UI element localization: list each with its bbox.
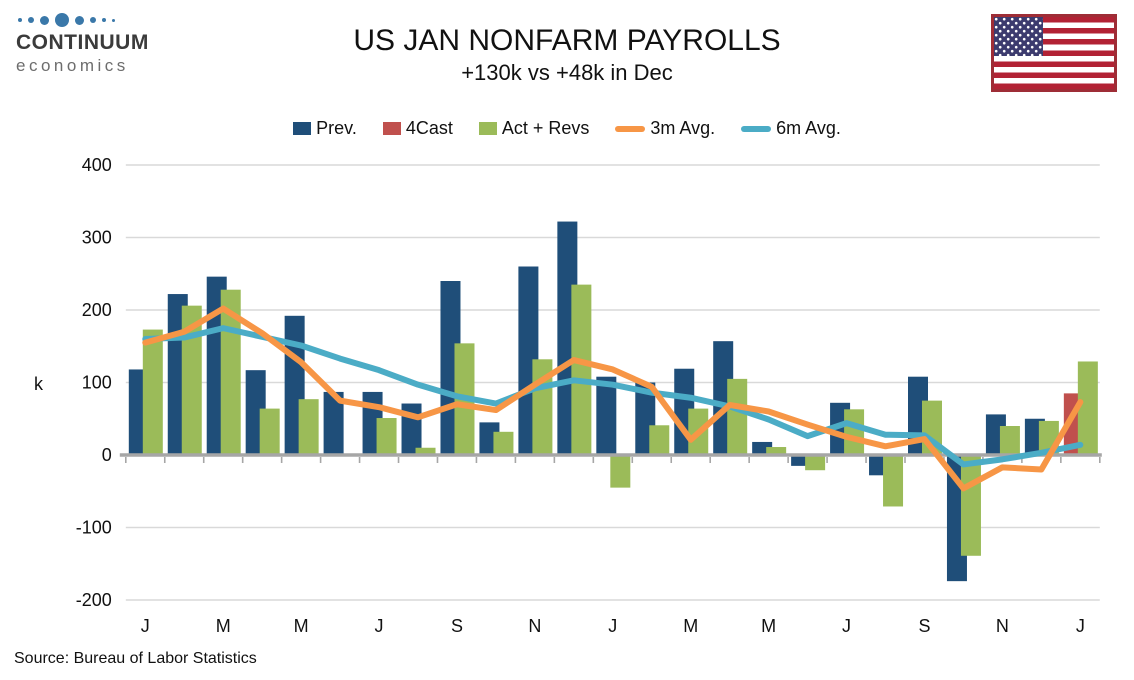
legend-item-act-revs: Act + Revs [478,118,590,139]
svg-text:J: J [375,616,384,636]
act-revs-swatch-icon [478,122,497,135]
payrolls-chart: 400 300 200 100 0 -100 -200 J M M J S N J M M J S N J [0,150,1134,650]
svg-text:100: 100 [82,373,112,393]
us-flag-canton [994,17,1043,56]
page-title: US JAN NONFARM PAYROLLS [353,24,781,57]
3m-avg-line-icon [615,125,646,132]
legend-label: Prev. [316,118,357,138]
svg-text:400: 400 [82,155,112,175]
y-axis-unit-label: k [34,374,43,394]
legend-item-prev: Prev. [293,118,357,139]
legend-label: 3m Avg. [650,118,716,138]
legend-label: Act + Revs [501,118,590,138]
svg-text:M: M [761,616,776,636]
svg-text:J: J [842,616,851,636]
svg-text:0: 0 [102,445,112,465]
page-subtitle: +130k vs +48k in Dec [461,60,673,85]
continuum-dots-icon [18,12,196,28]
svg-text:300: 300 [82,228,112,248]
svg-text:200: 200 [82,300,112,320]
legend-item-6m-avg: 6m Avg. [741,118,841,139]
svg-text:N: N [528,616,541,636]
legend-item-3m-avg: 3m Avg. [615,118,715,139]
6m-avg-line-icon [741,125,772,132]
legend-label: 6m Avg. [776,118,841,138]
svg-text:J: J [141,616,150,636]
logo-sub-text: economics [16,56,129,75]
svg-text:M: M [294,616,309,636]
svg-text:S: S [918,616,930,636]
svg-text:J: J [1076,616,1085,636]
us-flag-icon [991,14,1117,92]
logo-brand-text: CONTINUUM [16,31,149,54]
svg-text:M: M [683,616,698,636]
payrolls-chart-canvas: 400 300 200 100 0 -100 -200 J M M J S N J M M J S N J [76,155,1102,636]
svg-text:S: S [451,616,463,636]
4cast-swatch-icon [382,122,401,135]
source-note: Source: Bureau of Labor Statistics [14,650,257,667]
continuum-logo: CONTINUUM economics [16,12,196,76]
svg-text:-100: -100 [76,518,112,538]
legend-label: 4Cast [405,118,453,138]
svg-text:N: N [996,616,1009,636]
svg-text:J: J [608,616,617,636]
legend-item-4cast: 4Cast [382,118,453,139]
svg-text:-200: -200 [76,590,112,610]
chart-legend: Prev. 4Cast Act + Revs 3m Avg. 6m Avg. [0,118,1134,139]
prev-swatch-icon [293,122,312,135]
svg-text:M: M [216,616,231,636]
